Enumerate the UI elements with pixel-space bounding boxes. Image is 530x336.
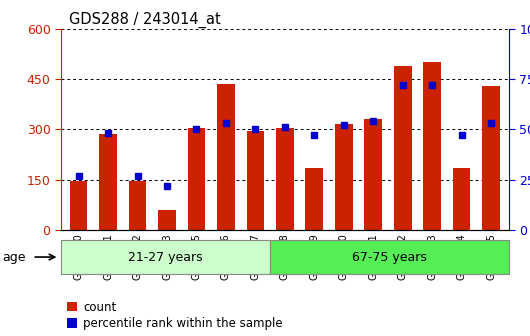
Bar [365, 119, 382, 230]
Bar [61, 240, 270, 274]
Bar [453, 168, 471, 230]
Text: 21-27 years: 21-27 years [128, 251, 203, 263]
Bar [246, 131, 264, 230]
Bar [482, 86, 500, 230]
Bar [188, 128, 205, 230]
Text: 67-75 years: 67-75 years [352, 251, 427, 263]
Bar [158, 210, 176, 230]
Bar [335, 124, 352, 230]
Bar [423, 62, 441, 230]
Bar [394, 66, 412, 230]
Text: GDS288 / 243014_at: GDS288 / 243014_at [69, 12, 220, 28]
Bar [270, 240, 509, 274]
Bar [217, 84, 235, 230]
Bar [305, 168, 323, 230]
Bar [70, 181, 87, 230]
Bar [99, 134, 117, 230]
Legend: count, percentile rank within the sample: count, percentile rank within the sample [67, 301, 283, 330]
Text: age: age [3, 251, 26, 264]
Bar [276, 128, 294, 230]
Bar [129, 181, 146, 230]
